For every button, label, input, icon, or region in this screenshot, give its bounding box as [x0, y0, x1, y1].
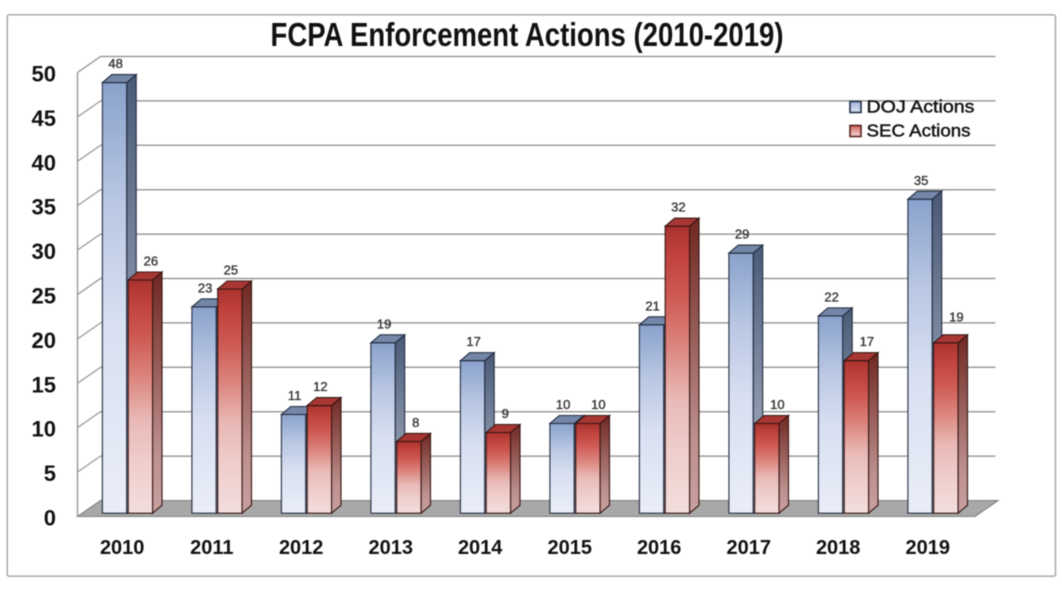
svg-text:19: 19 [949, 309, 963, 324]
svg-text:48: 48 [108, 56, 122, 71]
svg-text:2014: 2014 [458, 537, 503, 559]
svg-text:35: 35 [32, 195, 56, 220]
svg-text:10: 10 [556, 397, 570, 412]
svg-text:35: 35 [914, 173, 928, 188]
svg-text:25: 25 [32, 284, 56, 309]
svg-text:23: 23 [198, 280, 212, 295]
svg-text:2011: 2011 [190, 537, 233, 559]
svg-text:2015: 2015 [548, 537, 593, 559]
svg-text:10: 10 [591, 397, 605, 412]
svg-text:2012: 2012 [279, 537, 324, 559]
svg-text:2010: 2010 [100, 537, 145, 559]
svg-text:2019: 2019 [906, 537, 951, 559]
svg-text:5: 5 [44, 461, 56, 486]
svg-text:10: 10 [32, 417, 56, 442]
svg-text:22: 22 [824, 289, 838, 304]
svg-text:SEC Actions: SEC Actions [867, 120, 971, 140]
svg-text:45: 45 [32, 106, 56, 131]
svg-text:19: 19 [377, 316, 391, 331]
svg-text:0: 0 [44, 506, 56, 531]
svg-text:17: 17 [860, 334, 874, 349]
svg-text:26: 26 [144, 254, 158, 269]
svg-text:50: 50 [32, 62, 56, 87]
svg-text:FCPA Enforcement Actions (2010: FCPA Enforcement Actions (2010-2019) [271, 16, 784, 53]
svg-text:40: 40 [32, 150, 56, 175]
svg-text:32: 32 [671, 200, 685, 215]
svg-text:11: 11 [288, 388, 302, 403]
svg-text:21: 21 [645, 298, 659, 313]
svg-text:29: 29 [735, 227, 749, 242]
svg-text:25: 25 [224, 263, 238, 278]
svg-text:12: 12 [313, 379, 327, 394]
svg-text:DOJ Actions: DOJ Actions [867, 96, 975, 116]
svg-text:15: 15 [32, 372, 56, 397]
svg-text:17: 17 [466, 334, 480, 349]
svg-text:10: 10 [770, 397, 784, 412]
svg-text:9: 9 [502, 406, 509, 421]
svg-text:2018: 2018 [816, 537, 861, 559]
svg-text:30: 30 [32, 239, 56, 264]
svg-text:2013: 2013 [369, 537, 414, 559]
svg-text:8: 8 [412, 415, 419, 430]
svg-text:2016: 2016 [637, 537, 682, 559]
svg-text:20: 20 [32, 328, 56, 353]
svg-text:2017: 2017 [727, 537, 772, 559]
